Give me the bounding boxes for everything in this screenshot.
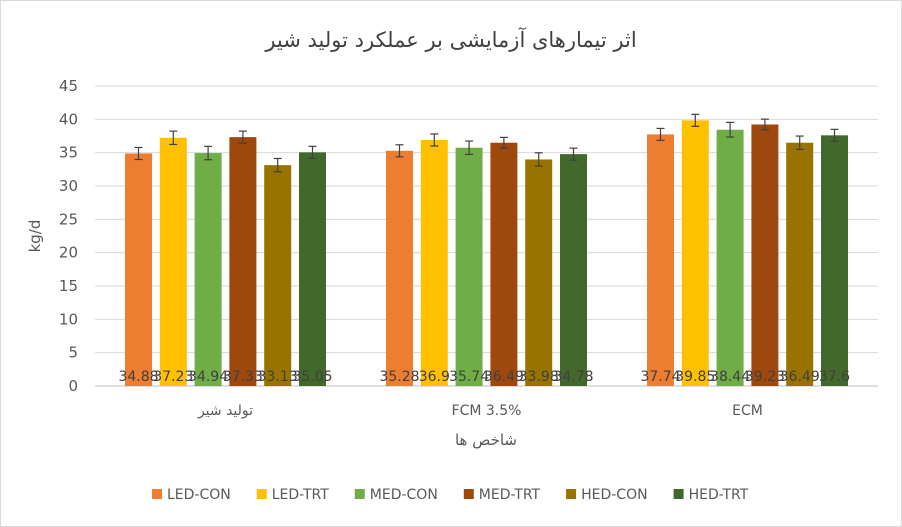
y-tick-label: 25: [59, 210, 78, 228]
y-tick-label: 20: [59, 244, 78, 262]
data-label: 36.9: [419, 369, 450, 385]
bar: [386, 150, 413, 386]
bar: [490, 142, 518, 386]
legend-label: LED-TRT: [272, 487, 329, 503]
legend-swatch: [354, 489, 365, 499]
error-bars: [134, 113, 839, 173]
data-label: 36.49: [780, 369, 820, 385]
legend-swatch: [673, 489, 684, 499]
legend-label: MED-CON: [370, 487, 438, 503]
chart-title: اثر تیمارهای آزمایشی بر عملکرد تولید شیر: [264, 27, 636, 52]
data-label: 34.88: [118, 369, 158, 385]
data-label: 38.44: [710, 369, 750, 385]
y-axis-ticks: 0 5 10 15 20 25 30 35 40 45: [59, 77, 78, 395]
legend-swatch: [463, 489, 474, 499]
bar: [229, 137, 257, 386]
y-tick-label: 5: [68, 344, 78, 362]
bars: [125, 120, 848, 386]
data-label: 37.33: [223, 369, 263, 385]
bar: [751, 124, 779, 386]
y-tick-label: 15: [59, 277, 78, 295]
y-tick-label: 45: [59, 77, 78, 95]
data-label: 35.28: [379, 369, 419, 385]
data-label: 37.6: [819, 369, 850, 385]
legend-swatch: [256, 489, 267, 499]
gridlines: [95, 85, 878, 387]
legend: LED-CON LED-TRT MED-CON MED-TRT HED-CON HED-T…: [152, 487, 749, 503]
data-label: 37.23: [153, 369, 193, 385]
bar: [525, 159, 553, 386]
data-label: 33.98: [519, 369, 559, 385]
x-category-label: تولید شیر: [197, 403, 253, 419]
bar: [821, 135, 848, 386]
data-label: 34.94: [188, 369, 228, 385]
bar: [125, 153, 152, 386]
bar: [716, 129, 744, 386]
bar: [455, 147, 483, 386]
y-tick-label: 0: [68, 377, 78, 395]
y-tick-label: 35: [59, 144, 78, 162]
bar: [647, 134, 674, 386]
bar: [299, 152, 326, 386]
legend-swatch: [152, 489, 162, 499]
data-label: 35.74: [449, 369, 489, 385]
legend-label: HED-TRT: [689, 487, 749, 503]
bar: [264, 165, 292, 386]
y-tick-label: 40: [59, 110, 78, 128]
data-label: 37.74: [640, 369, 680, 385]
y-tick-label: 10: [59, 310, 78, 328]
data-label: 33.13: [258, 369, 298, 385]
bar: [420, 140, 448, 386]
y-tick-label: 30: [59, 177, 78, 195]
legend-label: LED-CON: [167, 487, 231, 503]
bar: [159, 137, 187, 386]
bar: [681, 120, 709, 386]
data-label: 36.49: [484, 369, 524, 385]
x-category-label: ECM: [732, 403, 763, 419]
bar: [194, 153, 222, 386]
x-axis-categories: تولید شیر FCM 3.5% ECM: [197, 403, 763, 419]
legend-swatch: [566, 489, 577, 499]
legend-label: HED-CON: [581, 487, 647, 503]
data-label: 39.85: [675, 369, 715, 385]
y-axis-title: kg/d: [26, 220, 44, 253]
bar: [786, 142, 814, 386]
legend-label: MED-TRT: [479, 487, 541, 503]
data-label: 34.78: [553, 369, 593, 385]
x-category-label: FCM 3.5%: [452, 403, 522, 419]
data-label: 39.23: [745, 369, 785, 385]
bar: [560, 154, 587, 386]
x-axis-title: شاخص ها: [455, 431, 517, 449]
data-label: 35.05: [292, 369, 332, 385]
